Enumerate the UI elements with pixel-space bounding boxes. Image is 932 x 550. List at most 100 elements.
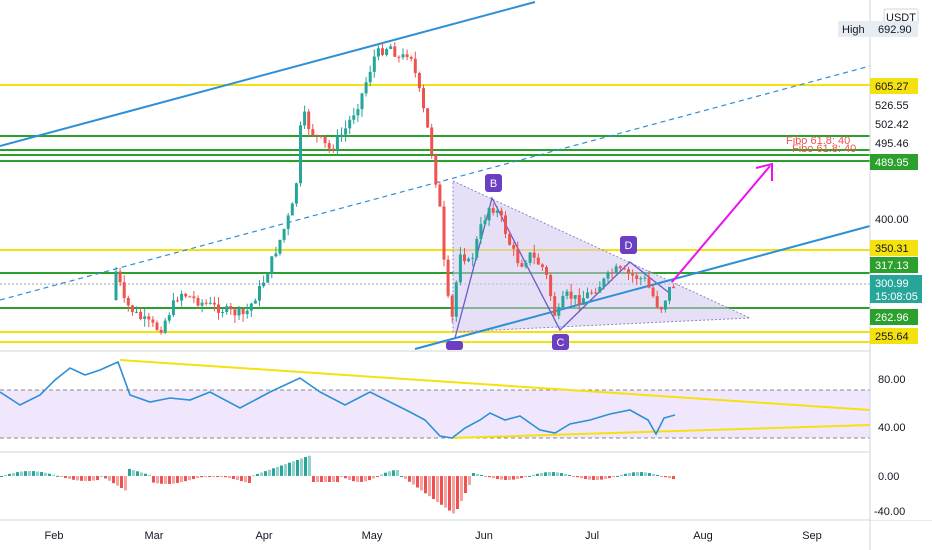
time-label-mar: Mar (145, 530, 164, 542)
high-label: High 692.90 (838, 21, 918, 37)
candle-body (565, 291, 569, 296)
macd-bar (16, 472, 19, 476)
macd-bar (464, 476, 467, 493)
macd-bar (472, 473, 475, 476)
channel-upper-trendline[interactable] (0, 1, 536, 147)
macd-bar (536, 473, 539, 476)
candle-body (536, 257, 540, 265)
candle-body (331, 148, 335, 150)
price-tag-350: 350.31 (870, 240, 918, 256)
candle-body (376, 48, 380, 57)
macd-bar (468, 476, 471, 485)
candle-body (409, 56, 413, 59)
time-axis[interactable]: Feb Mar Apr May Jun Jul Aug Sep (45, 530, 822, 542)
pattern-badge-d[interactable]: D (620, 236, 637, 254)
price-tag-495: 495.46 (875, 138, 909, 150)
abcd-pattern-line[interactable] (454, 196, 669, 339)
candle-body (163, 320, 167, 333)
rsi-pane[interactable] (0, 359, 871, 439)
macd-bar (128, 468, 131, 476)
candle-body (647, 277, 651, 288)
candle-body (122, 282, 126, 298)
macd-bar (584, 476, 587, 480)
macd-bar (420, 476, 423, 491)
macd-bar (636, 472, 639, 476)
macd-bar (628, 472, 631, 476)
candle-body (586, 292, 589, 299)
macd-bar (600, 476, 603, 480)
price-tag-400: 400.00 (875, 214, 909, 226)
macd-bar (140, 472, 143, 476)
candle-body (311, 129, 315, 135)
time-label-apr: Apr (255, 530, 272, 542)
candle-body (483, 220, 487, 225)
macd-bar (388, 471, 391, 476)
macd-bar (244, 476, 247, 483)
rsi-scale-80: 80.00 (878, 374, 906, 386)
macd-bar (356, 476, 359, 482)
macd-bar (384, 472, 387, 476)
fibo-label-2: Fibo 61.8: 40 (792, 143, 856, 155)
candle-body (381, 48, 384, 55)
macd-bar (84, 476, 87, 481)
candle-body (655, 296, 659, 308)
macd-scale-0: 0.00 (878, 471, 899, 483)
candle-body (458, 254, 462, 283)
macd-bar (272, 468, 275, 476)
pattern-badge-b[interactable]: B (485, 174, 502, 192)
price-tag-317: 317.13 (870, 257, 918, 273)
macd-bar (408, 476, 411, 482)
candle-body (508, 233, 512, 245)
candle-body (344, 128, 348, 135)
macd-bar (24, 471, 27, 476)
candle-body (118, 271, 122, 283)
candle-body (602, 278, 606, 287)
macd-bar (528, 475, 531, 477)
candle-body (278, 239, 282, 254)
macd-bar (568, 474, 571, 476)
candle-body (348, 119, 352, 129)
macd-bar (616, 475, 619, 477)
macd-bar (260, 472, 263, 476)
pattern-badge-c[interactable]: C (552, 334, 569, 350)
candle-body (405, 54, 409, 57)
candle-body (364, 82, 368, 94)
candle-body (204, 302, 208, 304)
macd-bar (148, 474, 151, 476)
macd-bar (604, 476, 607, 479)
rsi-lower-trendline[interactable] (451, 424, 871, 439)
macd-bar (280, 465, 283, 476)
candle-body (590, 292, 594, 294)
candle-body (430, 127, 434, 155)
macd-bar (40, 472, 43, 476)
macd-bar (216, 476, 219, 477)
macd-bar (64, 476, 67, 479)
candle-body (495, 210, 499, 213)
price-scale[interactable]: USDT High 692.90 605.27 526.55 502.42 49… (838, 0, 932, 550)
macd-bar (652, 473, 655, 476)
candle-body (573, 295, 577, 299)
candle-body (532, 252, 536, 258)
macd-bar (632, 472, 635, 476)
pattern-badge-a[interactable] (446, 341, 463, 350)
projection-arrow-line[interactable] (671, 165, 771, 283)
rsi-upper-trendline[interactable] (119, 359, 871, 411)
triangle-pattern[interactable] (452, 180, 751, 333)
candle-body (614, 266, 618, 274)
candle-body (192, 296, 196, 299)
macd-bar (444, 476, 447, 508)
macd-bar (160, 476, 163, 484)
macd-bar (424, 476, 427, 494)
macd-bar (0, 476, 3, 477)
macd-bar (620, 474, 623, 476)
candle-body (561, 295, 565, 308)
macd-bar (92, 476, 95, 481)
macd-bar (576, 476, 579, 478)
support-trendline[interactable] (414, 225, 871, 350)
price-pane[interactable]: Fibo 61.8: 40 Fibo 61.8: 40 B D C (0, 1, 871, 350)
time-label-jun: Jun (475, 530, 493, 542)
macd-bar (380, 474, 383, 476)
candle-body (622, 268, 626, 270)
macd-bar (124, 476, 127, 491)
